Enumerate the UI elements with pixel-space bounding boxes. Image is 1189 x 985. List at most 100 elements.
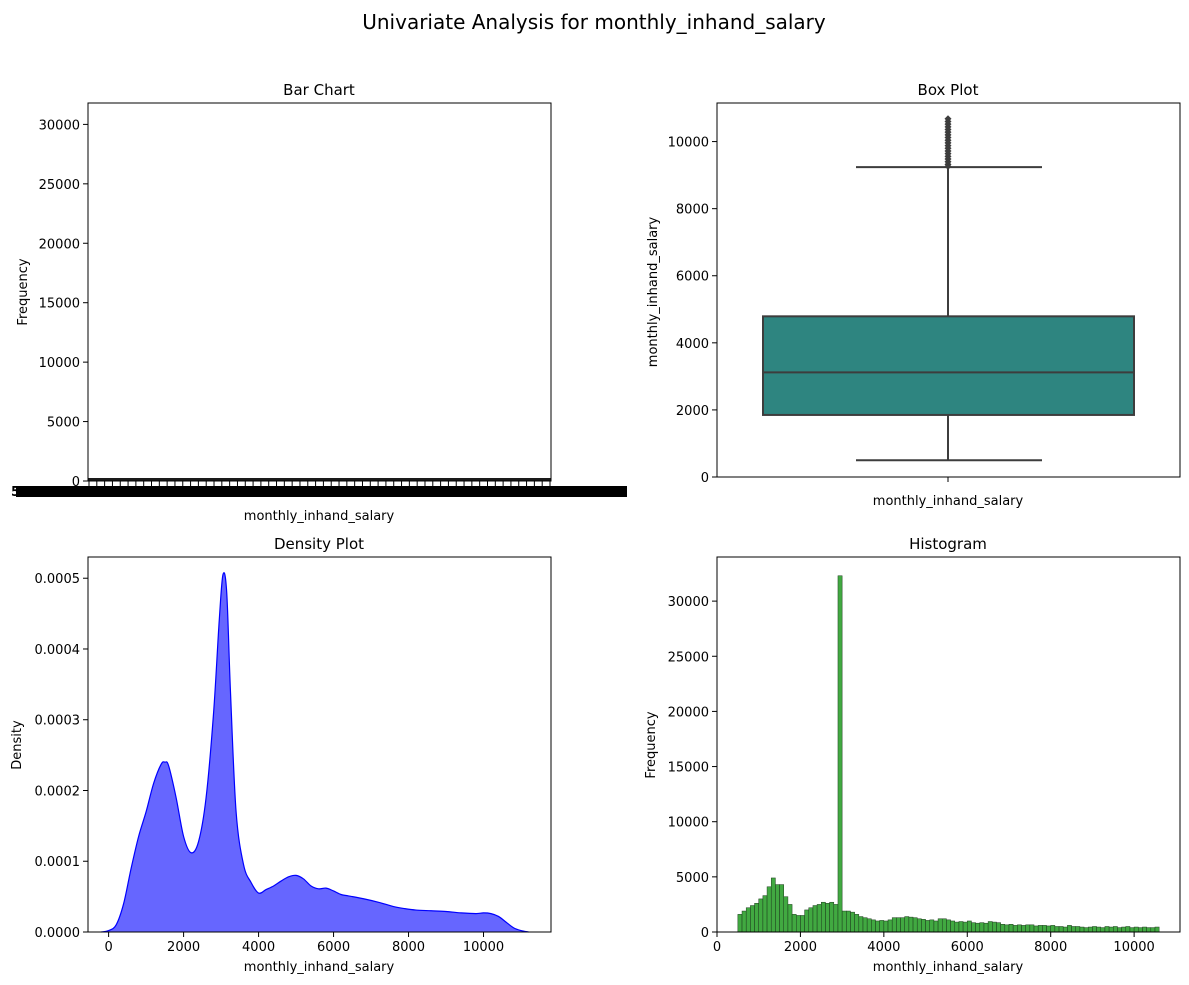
histogram-bar	[762, 895, 768, 933]
histogram-bar	[983, 922, 989, 933]
histogram-bar	[750, 905, 755, 933]
histogram-bar	[1117, 927, 1122, 933]
histogram-bar	[758, 898, 764, 933]
x-tick-label: 6000	[317, 940, 350, 955]
y-tick-label: 15000	[668, 761, 709, 776]
histogram-ylabel: Frequency	[644, 711, 659, 778]
histogram-bar	[1104, 926, 1110, 933]
histogram-bar	[796, 915, 801, 933]
histogram-bar	[1000, 924, 1006, 933]
histogram-bar	[800, 915, 805, 933]
x-tick-label: 4000	[242, 940, 275, 955]
y-tick-label: 10000	[668, 136, 709, 151]
histogram-bar	[770, 877, 776, 933]
histogram-bar	[1154, 926, 1160, 933]
histogram-bar	[1021, 925, 1026, 933]
x-tick-label: 8000	[392, 940, 425, 955]
y-tick-label: 0.0003	[35, 714, 81, 729]
histogram-bar	[1008, 924, 1014, 933]
histogram-bar	[879, 920, 885, 933]
histogram-bar	[858, 916, 864, 933]
histogram-bar	[975, 922, 981, 933]
histogram-bar	[941, 918, 947, 933]
histogram-bar	[1125, 926, 1131, 933]
histogram-bar	[866, 918, 872, 933]
histogram-bar	[875, 920, 880, 933]
y-tick-label: 25000	[39, 178, 80, 193]
histogram-bar	[775, 884, 780, 933]
histogram-bar	[891, 917, 897, 933]
histogram-bar	[741, 910, 747, 933]
bar-chart-ylabel: Frequency	[16, 258, 31, 325]
y-tick-label: 30000	[668, 595, 709, 610]
histogram-bar	[862, 917, 868, 933]
histogram-xlabel: monthly_inhand_salary	[873, 960, 1024, 975]
y-tick-label: 0.0000	[35, 926, 81, 941]
histogram-bar	[1100, 927, 1106, 933]
histogram-bar	[854, 914, 860, 933]
y-tick-label: 2000	[676, 404, 709, 419]
histogram-bar	[916, 918, 922, 933]
histogram-bar	[791, 914, 797, 933]
density-line	[101, 572, 529, 933]
histogram-bar	[1121, 926, 1127, 933]
y-tick-label: 25000	[668, 650, 709, 665]
y-tick-label: 6000	[676, 270, 709, 285]
histogram-bar	[1058, 926, 1064, 933]
histogram-bar	[933, 920, 939, 933]
histogram-bar	[779, 884, 784, 933]
histogram-bar	[745, 907, 751, 933]
density-plot-title: Density Plot	[274, 535, 364, 553]
histogram-bar	[871, 919, 876, 933]
histogram-bar	[937, 918, 943, 933]
histogram-bar	[1113, 926, 1118, 933]
bar-chart-y-ticks: 0 5000 10000 15000 20000 25000 30000	[39, 118, 88, 490]
iqr-box	[762, 315, 1135, 416]
histogram-bar	[958, 921, 964, 933]
histogram-bar	[766, 886, 772, 933]
histogram-bar	[1017, 924, 1022, 933]
histogram-bar	[904, 916, 910, 933]
histogram-bar	[1062, 926, 1068, 933]
y-tick-label: 15000	[39, 297, 80, 312]
histogram-y-ticks: 0 5000 10000 15000 20000 25000 30000	[668, 595, 717, 941]
density-ylabel: Density	[10, 720, 25, 770]
y-tick-label: 0	[72, 475, 80, 490]
histogram-bar	[1071, 926, 1076, 933]
x-tick-label: 8000	[1034, 940, 1067, 955]
box-plot-title: Box Plot	[918, 81, 979, 99]
bar-chart-xlabel: monthly_inhand_salary	[244, 509, 395, 524]
histogram-bar	[1025, 924, 1031, 933]
histogram-bar	[887, 919, 893, 933]
bar-chart-panel: Bar Chart 0 5000 10000 15000 20000 25000 30000…	[11, 81, 627, 524]
histogram-bar	[962, 921, 968, 933]
histogram-bar	[787, 904, 793, 933]
figure-suptitle: Univariate Analysis for monthly_inhand_s…	[362, 10, 826, 34]
histogram-bar	[908, 916, 914, 933]
histogram-bar	[812, 905, 818, 933]
histogram-bar	[1142, 926, 1147, 933]
histogram-bar	[816, 904, 822, 933]
histogram-title: Histogram	[909, 535, 987, 553]
histogram-panel: Histogram 0 2000 4000 6000 8000 10000 0 5000 10…	[644, 535, 1181, 975]
x-tick-label-fragment: 5	[11, 485, 20, 500]
y-tick-label: 0.0002	[35, 784, 81, 799]
histogram-bar	[846, 910, 851, 933]
y-tick-label: 5000	[47, 416, 80, 431]
box-plot-panel: Box Plot 0 2000 4000 6000 8000 10000 monthly_…	[646, 81, 1181, 509]
box-plot-y-ticks: 0 2000 4000 6000 8000 10000	[668, 136, 717, 486]
y-tick-label: 0	[701, 926, 709, 941]
x-tick-label: 2000	[167, 940, 200, 955]
y-tick-label: 30000	[39, 118, 80, 133]
density-x-ticks: 0 2000 4000 6000 8000 10000	[104, 932, 504, 955]
x-tick-label: 10000	[463, 940, 504, 955]
y-tick-label: 0.0005	[35, 572, 81, 587]
histogram-bar	[850, 911, 855, 933]
histogram-bar	[929, 919, 935, 933]
histogram-bar	[1079, 926, 1085, 933]
histogram-bar	[1108, 926, 1114, 933]
histogram-bar	[912, 917, 918, 933]
histogram-bar	[1029, 924, 1035, 933]
x-tick-label: 4000	[867, 940, 900, 955]
density-plot-panel: Density Plot 0 2000 4000 6000 8000 10000 0.00…	[10, 535, 552, 975]
